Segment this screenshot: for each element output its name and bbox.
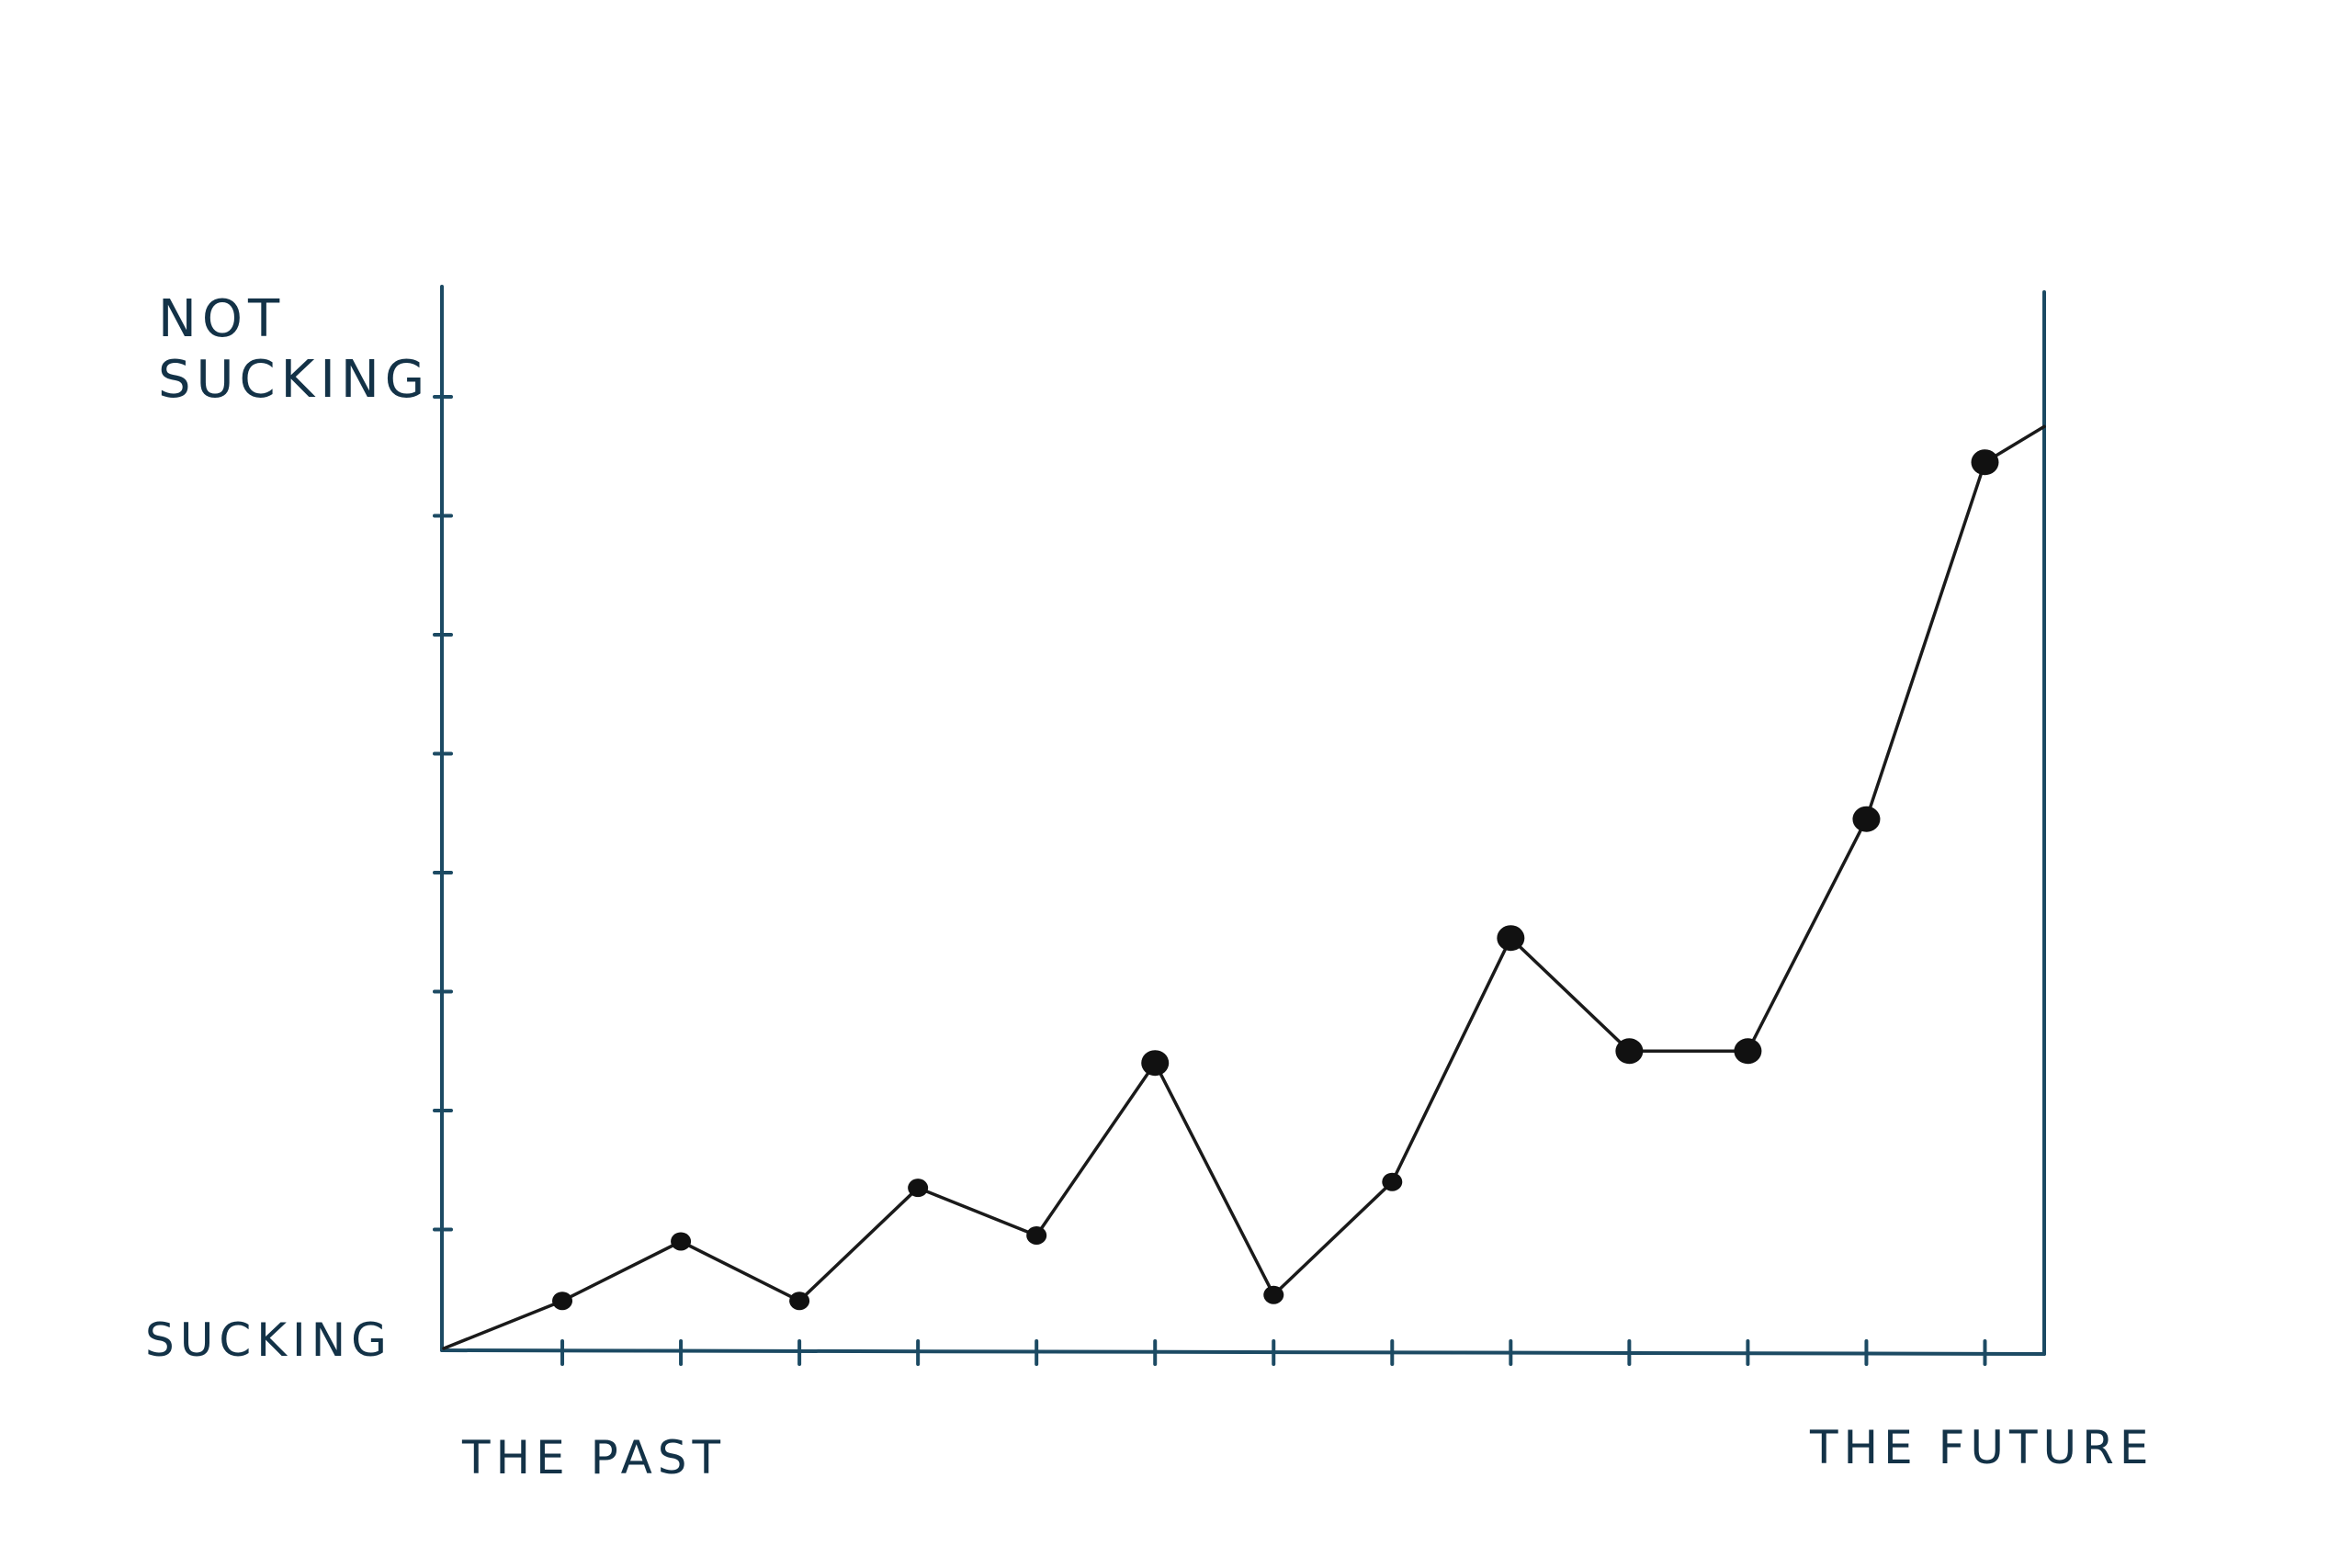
series-line-group	[442, 424, 2046, 1350]
data-point-10	[1615, 1038, 1644, 1065]
x-label-end: THE FUTURE	[1809, 1421, 2154, 1474]
axes	[440, 285, 2046, 1356]
points	[552, 449, 1999, 1311]
data-point-5	[1026, 1225, 1047, 1245]
series-line	[442, 424, 2046, 1350]
data-point-9	[1497, 925, 1525, 952]
data-point-3	[789, 1292, 810, 1311]
data-point-1	[552, 1292, 573, 1311]
ticks	[433, 395, 1987, 1366]
data-point-12	[1852, 806, 1881, 832]
data-point-11	[1734, 1038, 1762, 1065]
x-axis-line	[440, 1348, 2046, 1356]
y-label-bottom: SUCKING	[145, 1314, 392, 1367]
data-point-6	[1141, 1050, 1170, 1077]
x-label-start: THE PAST	[461, 1431, 726, 1484]
y-label-top-line1: NOT	[158, 289, 285, 349]
data-point-2	[671, 1232, 692, 1251]
labels: NOT SUCKING SUCKING THE PAST THE FUTURE	[145, 289, 2154, 1484]
data-point-4	[908, 1179, 929, 1198]
data-point-8	[1382, 1172, 1403, 1191]
data-point-13	[1971, 449, 1999, 476]
data-point-7	[1263, 1285, 1284, 1304]
y-label-top-line2: SUCKING	[158, 350, 430, 410]
